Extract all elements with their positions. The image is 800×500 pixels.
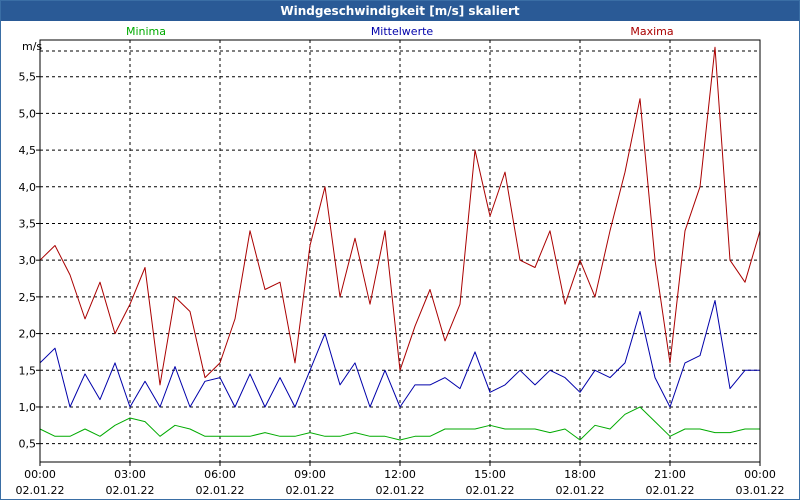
x-tick-time-label: 21:00 bbox=[654, 468, 686, 481]
series-line-maxima bbox=[39, 46, 761, 386]
x-tick-date-label: 02.01.22 bbox=[286, 484, 335, 497]
x-tick-time-label: 15:00 bbox=[474, 468, 506, 481]
y-tick-label: 0,5 bbox=[19, 438, 37, 451]
y-tick-label: 5,0 bbox=[19, 107, 37, 120]
y-tick-label: 3,0 bbox=[19, 254, 37, 267]
legend-maxima: Maxima bbox=[630, 25, 673, 38]
y-tick-label: 2,0 bbox=[19, 328, 37, 341]
x-tick-date-label: 02.01.22 bbox=[646, 484, 695, 497]
x-tick-date-label: 02.01.22 bbox=[196, 484, 245, 497]
x-tick-time-label: 03:00 bbox=[114, 468, 146, 481]
series-line-mittelwerte bbox=[39, 300, 760, 408]
y-tick-label: 3,5 bbox=[19, 217, 37, 230]
x-tick-date-label: 02.01.22 bbox=[106, 484, 155, 497]
x-tick-date-label: 03.01.22 bbox=[736, 484, 785, 497]
x-tick-time-label: 00:00 bbox=[24, 468, 56, 481]
y-tick-label: 4,5 bbox=[19, 144, 37, 157]
x-tick-time-label: 00:00 bbox=[744, 468, 776, 481]
y-tick-label: 4,0 bbox=[19, 181, 37, 194]
x-tick-date-label: 02.01.22 bbox=[466, 484, 515, 497]
y-axis-unit-label: m/s bbox=[22, 40, 42, 53]
y-tick-label: 1,0 bbox=[19, 401, 37, 414]
series-line-minima bbox=[39, 406, 760, 441]
x-tick-time-label: 18:00 bbox=[564, 468, 596, 481]
x-tick-date-label: 02.01.22 bbox=[16, 484, 65, 497]
legend-mittelwerte: Mittelwerte bbox=[371, 25, 434, 38]
legend-minima: Minima bbox=[126, 25, 166, 38]
y-tick-label: 5,5 bbox=[19, 71, 37, 84]
chart-title: Windgeschwindigkeit [m/s] skaliert bbox=[1, 1, 799, 21]
x-tick-time-label: 06:00 bbox=[204, 468, 236, 481]
x-tick-date-label: 02.01.22 bbox=[556, 484, 605, 497]
x-tick-time-label: 12:00 bbox=[384, 468, 416, 481]
y-tick-label: 1,5 bbox=[19, 364, 37, 377]
x-tick-time-label: 09:00 bbox=[294, 468, 326, 481]
y-tick-label: 2,5 bbox=[19, 291, 37, 304]
x-tick-date-label: 02.01.22 bbox=[376, 484, 425, 497]
